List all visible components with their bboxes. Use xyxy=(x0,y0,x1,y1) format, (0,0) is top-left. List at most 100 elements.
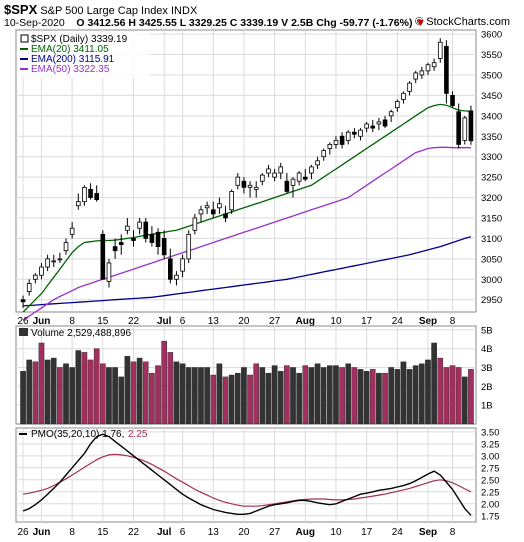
candle xyxy=(143,218,149,243)
candle-body xyxy=(278,166,284,174)
candle-body xyxy=(118,242,124,245)
volume-bar xyxy=(173,361,180,425)
candle xyxy=(161,230,167,259)
x-tick-label: 17 xyxy=(361,527,373,538)
x-tick-label: 15 xyxy=(97,527,109,538)
candle xyxy=(388,109,394,122)
volume-bar xyxy=(382,372,388,425)
volume-bar xyxy=(124,355,131,425)
pmo-lines xyxy=(22,433,472,516)
x-tick-label: 24 xyxy=(392,527,404,538)
x-tick-label: Jun xyxy=(33,316,51,327)
candle xyxy=(210,201,216,218)
candle xyxy=(272,168,277,182)
candle xyxy=(137,218,142,235)
candle xyxy=(131,230,136,247)
candle-body xyxy=(437,41,443,60)
legend-price: $SPX (Daily) 3339.19 xyxy=(31,34,128,45)
volume-bar xyxy=(118,376,125,425)
candle-body xyxy=(75,201,81,207)
candle xyxy=(413,70,419,84)
pmo-y-ticks: 1.752.002.252.502.753.003.253.50 xyxy=(481,427,500,522)
candle xyxy=(437,38,443,63)
candle xyxy=(155,228,161,255)
candle xyxy=(253,181,259,198)
volume-bar xyxy=(357,369,364,425)
volume-bar xyxy=(136,357,143,425)
price-tick-label: 3200 xyxy=(481,193,502,204)
volume-bar xyxy=(314,363,321,425)
candle-body xyxy=(174,274,179,280)
candle-body xyxy=(266,168,271,174)
candle-body xyxy=(272,172,277,178)
volume-bar xyxy=(167,352,174,425)
volume-bar xyxy=(437,357,444,425)
pmo-grid xyxy=(16,428,476,522)
price-y-ticks: 2950 3000 3050 3100 3150 3200 3250 3300 3350 3400… xyxy=(481,30,502,307)
candle xyxy=(370,119,376,133)
candle xyxy=(444,40,449,104)
volume-bar xyxy=(376,372,382,425)
candle-body xyxy=(290,178,296,186)
x-tick-label: 8 xyxy=(69,527,75,538)
candle-body xyxy=(345,131,351,141)
candle xyxy=(296,171,302,186)
volume-bar xyxy=(400,361,407,425)
candle xyxy=(352,128,357,139)
volume-bar xyxy=(247,374,253,425)
candle-body xyxy=(352,131,357,135)
price-tick-label: 3350 xyxy=(481,132,502,143)
candle-body xyxy=(241,180,247,188)
chart-header-line2: 10-Sep-2020 O 3412.56 H 3425.55 L 3329.2… xyxy=(4,17,426,29)
candle xyxy=(266,164,271,178)
volume-tick-label: 2B xyxy=(481,382,493,393)
volume-bar xyxy=(320,367,327,425)
candle-body xyxy=(444,45,449,94)
volume-bar xyxy=(198,367,204,425)
candle-body xyxy=(462,117,468,141)
candle xyxy=(345,130,351,145)
volume-bar xyxy=(130,361,137,425)
candle-body xyxy=(217,203,222,209)
candle xyxy=(106,258,112,288)
legend-ema50: EMA(50) 3322.35 xyxy=(31,64,110,75)
volume-bar xyxy=(253,363,260,425)
candle-body xyxy=(20,299,26,303)
index-name: S&P 500 Large Cap Index xyxy=(40,5,168,17)
candle xyxy=(468,105,474,145)
volume-bar xyxy=(112,367,118,425)
volume-bar xyxy=(449,365,456,425)
candle xyxy=(376,117,382,131)
candle-body xyxy=(180,258,185,272)
candle xyxy=(284,173,290,194)
change-value: Chg -59.77 (-1.76%) xyxy=(316,17,413,29)
pmo-tick-label: 2.50 xyxy=(481,475,500,486)
x-tick-label: Sep xyxy=(419,527,437,538)
volume-bar xyxy=(32,361,39,425)
volume-bar xyxy=(20,371,26,425)
x-tick-label: 10 xyxy=(330,527,342,538)
price-tick-label: 3600 xyxy=(481,30,502,41)
volume-bar xyxy=(63,363,69,425)
candle xyxy=(450,91,455,108)
x-tick-label: 22 xyxy=(128,527,140,538)
x-tick-label: Jul xyxy=(157,527,172,538)
price-tick-label: 3250 xyxy=(481,173,502,184)
price-tick-label: 3450 xyxy=(481,91,502,102)
candle-body xyxy=(413,72,419,80)
candle xyxy=(63,238,69,255)
volume-bar xyxy=(100,363,106,425)
open-value: O 3412.56 xyxy=(76,17,126,29)
x-tick-label: Jun xyxy=(33,527,51,538)
volume-tick-label: 3B xyxy=(481,363,493,374)
candle-body xyxy=(149,233,155,243)
candle xyxy=(204,201,210,214)
candle xyxy=(364,121,369,133)
candle-body xyxy=(198,209,204,215)
candle xyxy=(327,142,333,155)
candle xyxy=(118,234,124,255)
candle xyxy=(51,254,57,268)
pmo-line xyxy=(22,433,472,516)
x-tick-label: Aug xyxy=(296,316,315,327)
